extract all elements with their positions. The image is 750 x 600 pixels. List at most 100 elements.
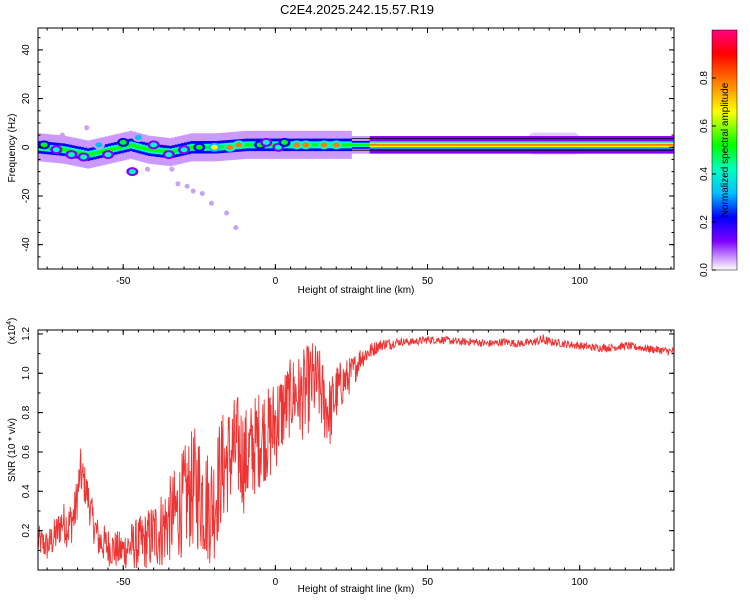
heatmap-band-cell	[424, 143, 428, 146]
figure-title: C2E4.2025.242.15.57.R19	[280, 2, 434, 17]
heatmap-faint-point	[224, 210, 230, 216]
heatmap-band-cell	[159, 149, 164, 153]
heatmap-band-cell	[403, 143, 407, 146]
heatmap-band-cell	[442, 143, 447, 146]
heatmap-band-cell	[433, 143, 438, 146]
heatmap-y-tick-label: -40	[21, 237, 32, 252]
heatmap-y-axis: -40 -20 0 20 40	[21, 37, 674, 258]
heatmap-band-cell	[625, 143, 629, 146]
heatmap-band-cell	[512, 143, 517, 146]
snr-multiplier: (x104)	[6, 318, 18, 345]
heatmap-band-cell	[649, 143, 654, 146]
heatmap-band-cell	[220, 145, 225, 149]
heatmap-band-cell	[418, 143, 422, 146]
heatmap-band-cell	[515, 143, 520, 146]
snr-y-tick-label: 0.2	[21, 523, 32, 537]
heatmap-blob-core	[210, 144, 218, 150]
heatmap-band-cell	[107, 148, 112, 152]
heatmap-band-cell	[174, 149, 179, 153]
heatmap-faint-point	[233, 225, 239, 231]
heatmap-band-cell	[558, 143, 562, 146]
heatmap-faint-point	[199, 191, 205, 197]
heatmap-band-cell	[661, 143, 666, 146]
heatmap-x-axis-label: Height of straight line (km)	[298, 285, 415, 296]
heatmap-band-cell	[153, 148, 158, 152]
heatmap-band-cell	[588, 143, 593, 146]
heatmap-band-cell	[634, 143, 638, 146]
heatmap-faint-point	[175, 181, 181, 187]
heatmap-band-cell	[530, 143, 535, 146]
colorbar-scale	[711, 29, 738, 271]
heatmap-band-cell	[658, 143, 663, 146]
heatmap-blob-core	[128, 169, 136, 175]
heatmap-band-cell	[205, 145, 209, 149]
snr-x-tick-label: -50	[116, 577, 131, 588]
heatmap-band-cell	[457, 143, 462, 146]
heatmap-band-cell	[400, 143, 404, 146]
heatmap-band-cell	[381, 143, 386, 146]
colorbar-tick-label: 0.8	[699, 71, 710, 85]
heatmap-y-tick-label: 20	[21, 93, 32, 105]
heatmap-band-cell	[135, 144, 139, 149]
snr-x-tick-label: 100	[571, 577, 588, 588]
heatmap-band-cell	[604, 143, 608, 146]
heatmap-band-cell	[534, 143, 538, 146]
heatmap-band-cell	[409, 143, 413, 146]
heatmap-band-cell	[622, 143, 626, 146]
heatmap-band-cell	[497, 143, 501, 146]
heatmap-band-cell	[101, 149, 106, 153]
heatmap-blob-core	[52, 147, 60, 153]
heatmap-band-cell	[646, 143, 651, 146]
heatmap-band-cell	[594, 143, 599, 146]
heatmap-band-cell	[314, 143, 319, 147]
heatmap-band-cell	[132, 144, 136, 148]
snr-x-axis: -50 0 50 100	[46, 330, 672, 588]
heatmap-band-cell	[543, 143, 547, 146]
heatmap-blob-core	[302, 142, 310, 148]
heatmap-band-cell	[430, 143, 434, 146]
heatmap-band-cell	[65, 148, 69, 152]
heatmap-band-cell	[643, 143, 648, 146]
heatmap-band-cell	[546, 143, 550, 146]
heatmap-band-cell	[482, 143, 486, 146]
heatmap-y-tick-label: 0	[21, 144, 32, 150]
heatmap-x-tick-label: 100	[571, 276, 588, 287]
heatmap-band-cell	[570, 143, 574, 146]
heatmap-band-cell	[610, 143, 614, 146]
heatmap-band-cell	[537, 143, 541, 146]
colorbar-tick-label: 0.4	[699, 167, 710, 181]
heatmap-blob-core	[180, 147, 188, 153]
heatmap-band-cell	[369, 143, 374, 146]
heatmap-band-cell	[485, 143, 489, 146]
heatmap-band-cell	[120, 145, 124, 149]
heatmap-band-cell	[631, 143, 635, 146]
heatmap-x-tick-label: -50	[116, 276, 131, 287]
heatmap-blob-core	[134, 135, 142, 141]
colorbar-tick-label: 0.0	[699, 263, 710, 277]
heatmap-band-cell	[470, 143, 474, 146]
snr-frame	[37, 329, 675, 571]
heatmap-band-cell	[585, 143, 590, 146]
colorbar-label: Normalized spectral amplitude	[720, 82, 731, 217]
heatmap-band-cell	[351, 143, 355, 146]
heatmap-blob-core	[195, 144, 203, 150]
heatmap-band-cell	[342, 143, 346, 147]
heatmap-band-cell	[652, 143, 657, 146]
heatmap-band-cell	[488, 143, 492, 146]
heatmap-band-cell	[394, 143, 398, 146]
heatmap-band-cell	[476, 143, 480, 146]
snr-x-tick-label: 50	[422, 577, 434, 588]
heatmap-blob-core	[226, 144, 234, 150]
heatmap-band-cell	[552, 143, 556, 146]
heatmap-band-cell	[464, 143, 468, 146]
heatmap-band-cell	[244, 143, 249, 147]
heatmap-band-cell	[114, 146, 118, 150]
heatmap-band-cell	[491, 143, 495, 146]
heatmap-band-cell	[311, 143, 316, 147]
heatmap-band-cell	[247, 143, 252, 147]
heatmap-band-cell	[348, 143, 352, 147]
heatmap-band-cell	[77, 151, 82, 155]
heatmap-band-cell	[670, 143, 675, 146]
heatmap-band-cell	[494, 143, 498, 146]
heatmap-y-tick-label: -20	[21, 188, 32, 203]
